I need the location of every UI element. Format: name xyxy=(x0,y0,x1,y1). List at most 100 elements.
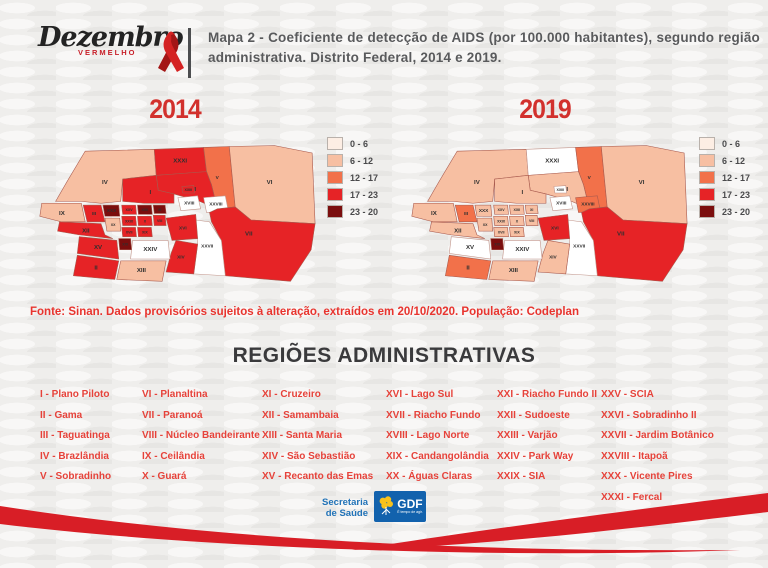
red-ribbon-icon xyxy=(158,31,184,72)
map-region-label-III: III xyxy=(92,211,96,216)
map-region-label-XX: XX xyxy=(483,223,488,227)
header: Dezembro VERMELHO Mapa 2 - Coeficiente d… xyxy=(30,16,760,88)
map-region-III xyxy=(454,204,478,223)
legend-swatch xyxy=(699,154,715,167)
legend-bin-label: 17 - 23 xyxy=(350,189,379,200)
region-list-item: XIV - São Sebastião xyxy=(262,450,356,462)
map-region-label-IX: IX xyxy=(431,211,437,217)
map-region-label-XXIV: XXIV xyxy=(515,247,529,253)
legend-swatch xyxy=(327,137,343,150)
map-region-label-XXIX: XXIX xyxy=(497,219,506,223)
map-region-XXIX xyxy=(493,215,509,226)
map-region-label-IV: IV xyxy=(474,180,480,186)
map-region-XX xyxy=(104,217,122,232)
map-region-label-VI: VI xyxy=(639,180,645,186)
map-region-label-XXI: XXI xyxy=(122,243,128,247)
map-region-label-XIII: XIII xyxy=(137,268,147,274)
map-region-XIII xyxy=(488,260,539,282)
regions-column-3: XI - Cruzeiro XII - Samambaia XIII - San… xyxy=(262,390,373,493)
regions-column-5: XXI - Riacho Fundo II XXII - Sudoeste XX… xyxy=(497,390,597,493)
map-region-label-VIII: VIII xyxy=(157,219,162,223)
map-region-XVIII xyxy=(177,195,201,211)
map-region-label-XXX: XXX xyxy=(107,208,117,213)
legend-bin-label: 0 - 6 xyxy=(722,138,741,149)
region-list-item: V - Sobradinho xyxy=(40,471,112,482)
legend-bin-label: 23 - 20 xyxy=(350,206,379,217)
map-region-label-XII: XII xyxy=(82,228,90,234)
legend-swatch xyxy=(699,205,715,218)
legend-swatch xyxy=(699,188,715,201)
map-region-XVII xyxy=(121,227,137,237)
legend-row: 17 - 23 xyxy=(327,188,393,201)
legend-row: 23 - 20 xyxy=(327,205,393,218)
map-region-label-VI: VI xyxy=(267,180,273,186)
map-region-I xyxy=(122,175,175,204)
map-region-XXIV xyxy=(502,240,543,260)
map-region-label-XIX: XIX xyxy=(142,231,148,235)
legend-swatch xyxy=(699,137,715,150)
legend-swatch xyxy=(327,188,343,201)
region-list-item: XX - Águas Claras xyxy=(386,471,473,482)
region-list-item: XXVII - Jardim Botânico xyxy=(601,430,714,441)
map-region-label-XXIII: XXIII xyxy=(184,188,192,192)
map-region-II xyxy=(445,254,492,280)
bottom-swoosh xyxy=(0,493,768,554)
map-region-label-XV: XV xyxy=(94,245,102,251)
map-region-label-IX: IX xyxy=(59,211,65,217)
map-region-label-XI: XI xyxy=(158,208,161,212)
header-divider xyxy=(188,28,191,78)
logo-subtitle: VERMELHO xyxy=(78,48,137,57)
map-title: Mapa 2 - Coeficiente de detecção de AIDS… xyxy=(208,30,760,66)
legend-bin-label: 12 - 17 xyxy=(722,172,751,183)
legend-row: 6 - 12 xyxy=(699,154,765,167)
map-region-label-VIII: VIII xyxy=(529,219,534,223)
region-list-item: XVII - Riacho Fundo xyxy=(386,409,481,421)
map-region-XVI xyxy=(165,214,198,241)
legend-bin-label: 17 - 23 xyxy=(722,189,751,200)
map-region-label-XXII: XXII xyxy=(514,208,521,212)
region-list-item: XXII - Sudoeste xyxy=(497,409,570,421)
map-region-label-XVII: XVII xyxy=(126,231,133,235)
map-region-label-XXIX: XXIX xyxy=(125,219,134,223)
map-region-XIX xyxy=(509,227,525,237)
legend-swatch xyxy=(327,171,343,184)
map-region-XXII xyxy=(509,204,525,215)
map-region-IX xyxy=(39,202,86,223)
legend-2014: 0 - 6 6 - 12 12 - 17 17 - 23 23 - 20 xyxy=(327,137,393,222)
region-list-item: XXI - Riacho Fundo II xyxy=(497,389,597,400)
legend-row: 23 - 20 xyxy=(699,205,765,218)
map-region-label-VII: VII xyxy=(617,232,625,238)
map-region-XXIV xyxy=(130,240,171,260)
dezembro-vermelho-logo: Dezembro VERMELHO xyxy=(38,24,198,86)
map-region-label-XIV: XIV xyxy=(177,254,186,259)
region-list-item: XII - Samambaia xyxy=(262,409,339,421)
region-list-item: X - Guará xyxy=(142,471,187,482)
map-region-VIII xyxy=(524,215,539,226)
map-region-XIV xyxy=(165,240,199,275)
regions-column-4: XVI - Lago Sul XVII - Riacho Fundo XVIII… xyxy=(386,390,489,493)
map-region-XXII xyxy=(137,204,153,215)
region-list-item: I - Plano Piloto xyxy=(40,389,110,400)
map-region-XXIII xyxy=(181,185,196,194)
map-region-XI xyxy=(152,204,167,214)
map-region-label-VII: VII xyxy=(245,232,253,238)
map-region-label-V: V xyxy=(216,175,220,180)
map-region-label-XXX: XXX xyxy=(479,208,489,213)
map-region-label-XXIII: XXIII xyxy=(556,188,564,192)
map-region-label-IV: IV xyxy=(102,180,108,186)
legend-swatch xyxy=(327,205,343,218)
legend-swatch xyxy=(327,154,343,167)
region-list-item: XIII - Santa Maria xyxy=(262,430,343,441)
map-region-label-XXXI: XXXI xyxy=(173,159,187,165)
map-region-XVII xyxy=(493,227,509,237)
legend-2019: 0 - 6 6 - 12 12 - 17 17 - 23 23 - 20 xyxy=(699,137,765,222)
region-list-item: III - Taguatinga xyxy=(40,430,110,441)
map-region-label-XXVII: XXVII xyxy=(201,244,213,249)
map-region-X xyxy=(509,215,525,226)
map-region-XII xyxy=(57,221,113,239)
region-list-item: VIII - Núcleo Bandeirante xyxy=(142,430,260,441)
map-region-XII xyxy=(429,221,485,239)
secretaria-line2: de Saúde xyxy=(325,507,368,519)
legend-bin-label: 6 - 12 xyxy=(350,155,374,166)
